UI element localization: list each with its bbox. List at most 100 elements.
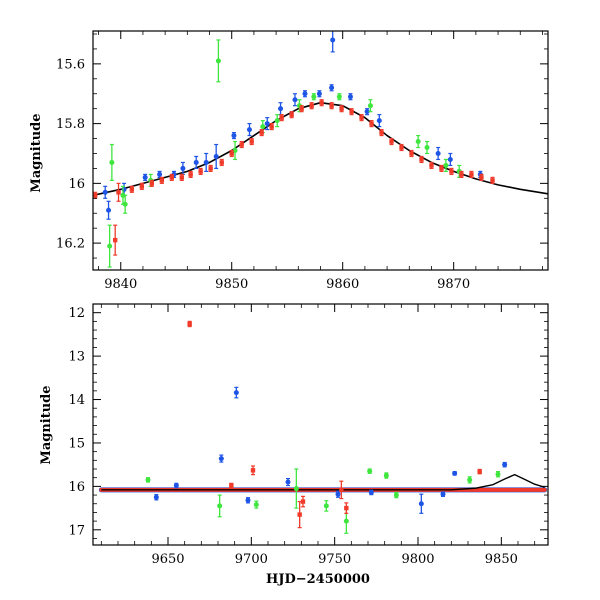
zoom-red-point-29 (389, 137, 394, 146)
zoom-red-point-3 (129, 185, 135, 193)
full-xtick-label-1: 9700 (235, 552, 268, 567)
full-blue-marker-10 (502, 462, 508, 468)
zoom-green-point-13 (415, 134, 421, 149)
zoom-red-marker-15 (249, 139, 254, 144)
zoom-red-marker-37 (469, 172, 474, 177)
zoom-blue-marker-9 (213, 153, 219, 159)
full-ytick-label-1: 13 (68, 350, 85, 365)
full-red-point-1 (250, 465, 256, 476)
zoom-red-marker-8 (179, 175, 184, 180)
zoom-blue-marker-16 (316, 91, 322, 97)
full-green-marker-4 (323, 503, 329, 509)
full-green-marker-9 (467, 477, 473, 483)
full-blue-point-3 (173, 482, 179, 489)
zoom-blue-marker-13 (278, 106, 284, 112)
zoom-red-marker-30 (399, 145, 404, 150)
full-green-marker-6 (367, 468, 373, 474)
full-axes: 9650 9700 9750 9800 9850 12 13 14 15 16 17 (68, 303, 549, 567)
zoom-red-marker-0 (93, 193, 98, 198)
zoom-blue-marker-4 (157, 171, 163, 177)
zoom-red-point-23 (329, 102, 334, 110)
zoom-blue-point-19 (347, 93, 353, 101)
zoom-xtick-label-0: 9840 (104, 277, 137, 292)
zoom-red-marker-20 (299, 106, 304, 111)
zoom-red-point-15 (249, 137, 254, 146)
full-ytick-label-2: 14 (68, 393, 85, 408)
zoom-green-point-10 (311, 93, 317, 101)
zoom-red-point-12 (219, 158, 224, 167)
full-blue-point-7 (368, 489, 374, 496)
full-red-marker-6 (229, 483, 234, 488)
zoom-blue-point-18 (330, 31, 336, 53)
zoom-red-marker-4 (139, 184, 145, 189)
zoom-red-marker-25 (349, 109, 354, 114)
full-green-point-6 (367, 468, 373, 474)
zoom-red-marker-27 (369, 121, 374, 126)
zoom-axes: 9840 9850 9860 9870 15.6 15.8 16 16.2 (56, 30, 549, 292)
zoom-green-point-12 (367, 99, 373, 113)
zoom-red-point-36 (459, 170, 464, 178)
full-blue-marker-5 (285, 479, 291, 485)
zoom-red-point-0 (93, 191, 98, 199)
full-blue-marker-9 (452, 470, 458, 476)
full-blue-point-5 (285, 477, 291, 487)
full-y-axis-label: Magnitude (39, 385, 54, 464)
zoom-data-layer (93, 31, 548, 268)
zoom-red-point-18 (279, 114, 284, 122)
zoom-blue-marker-8 (203, 159, 209, 165)
zoom-blue-marker-19 (347, 94, 353, 100)
zoom-blue-marker-0 (102, 189, 108, 195)
zoom-red-point-34 (439, 164, 444, 173)
zoom-blue-point-23 (447, 152, 453, 167)
zoom-green-point-14 (424, 140, 430, 155)
zoom-y-axis-label: Magnitude (29, 113, 44, 192)
full-blue-point-11 (440, 491, 446, 497)
zoom-red-point-1 (112, 224, 118, 256)
zoom-red-point-26 (359, 114, 364, 122)
zoom-red-marker-24 (339, 106, 344, 111)
zoom-blue-point-10 (231, 131, 237, 140)
full-x-axis-label: HJD−2450000 (266, 572, 370, 587)
zoom-red-point-35 (449, 167, 454, 175)
full-green-marker-7 (383, 473, 389, 479)
full-red-point-4 (344, 502, 349, 514)
full-blue-point-9 (452, 470, 458, 476)
zoom-red-point-13 (229, 149, 234, 158)
zoom-green-marker-3 (122, 201, 128, 207)
full-red-marker-0 (187, 321, 192, 327)
full-green-marker-2 (253, 502, 259, 508)
full-blue-marker-2 (153, 494, 159, 500)
full-red-marker-5 (477, 469, 482, 474)
zoom-red-point-20 (299, 105, 304, 113)
zoom-plot-area (93, 31, 548, 268)
zoom-blue-marker-21 (376, 118, 382, 124)
zoom-red-point-14 (239, 140, 244, 149)
full-red-marker-3 (300, 499, 306, 504)
full-blue-marker-1 (218, 456, 224, 462)
zoom-red-point-32 (419, 155, 424, 164)
zoom-blue-point-6 (180, 161, 186, 175)
full-blue-point-4 (245, 497, 251, 504)
zoom-blue-marker-14 (292, 97, 298, 103)
zoom-blue-marker-3 (142, 174, 148, 180)
full-green-point-0 (145, 477, 151, 483)
zoom-red-point-28 (379, 128, 384, 137)
full-xtick-label-0: 9650 (151, 552, 184, 567)
full-blue-point-10 (502, 461, 508, 468)
zoom-blue-marker-20 (364, 109, 370, 115)
zoom-red-marker-11 (208, 166, 213, 171)
full-green-point-8 (393, 491, 399, 499)
full-red-marker-7 (339, 487, 344, 493)
zoom-red-point-19 (289, 111, 294, 119)
zoom-green-marker-13 (415, 139, 421, 145)
full-xtick-label-4: 9850 (485, 552, 518, 567)
full-blue-marker-0 (233, 390, 239, 396)
full-red-marker-4 (344, 505, 349, 511)
zoom-red-marker-12 (219, 160, 224, 165)
zoom-red-marker-5 (149, 181, 155, 186)
zoom-blue-point-16 (316, 90, 322, 98)
full-blue-marker-3 (173, 483, 179, 489)
zoom-red-point-31 (409, 149, 414, 158)
full-plot-area (98, 320, 548, 534)
zoom-red-point-27 (369, 120, 374, 128)
